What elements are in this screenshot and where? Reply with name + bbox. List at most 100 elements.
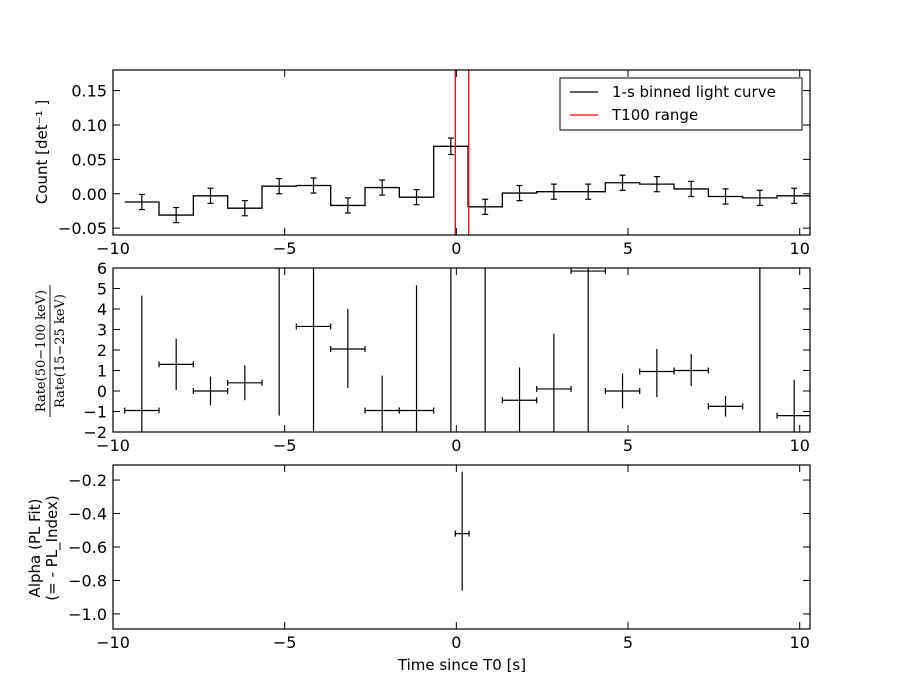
light-curve-point — [688, 180, 695, 198]
hardness-ratio-point — [536, 333, 572, 432]
photon-index-plot-area — [454, 471, 470, 591]
light-curve-point — [276, 178, 283, 195]
hardness-ratio-point — [295, 268, 332, 432]
hardness-ratio-plot-area — [124, 268, 810, 432]
light-curve-point — [722, 188, 729, 205]
hardness-ratio-ylabel-numerator: Rate(50−100 keV) — [34, 290, 49, 412]
photon-index-ytick-label: −0.2 — [68, 471, 107, 490]
light-curve-ytick-label: 0.15 — [71, 82, 107, 101]
hardness-ratio-point — [639, 348, 675, 398]
light-curve-ytick-label: 0.00 — [71, 185, 107, 204]
photon-index-marks — [454, 471, 470, 591]
photon-index-ytick-label: −0.6 — [68, 538, 107, 557]
hardness-ratio-ytick-label: −2 — [83, 423, 107, 442]
light-curve-point — [241, 200, 248, 217]
light-curve-ticks: −10 −5 0 5 10 −0.05 0.00 0.05 0.10 0.15 — [58, 70, 810, 258]
hardness-ratio-xtick-label: 0 — [451, 436, 461, 455]
hardness-ratio-marks — [124, 268, 810, 432]
photon-index-ticks: −10 −5 0 5 10 −1.0 −0.8 −0.6 −0.4 −0.2 — [68, 465, 810, 652]
light-curve-point — [619, 174, 626, 191]
light-curve-ytick-label: 0.05 — [71, 150, 107, 169]
light-curve-xtick-label: 5 — [623, 239, 633, 258]
photon-index-ylabel-line2: (= - PL_Index) — [43, 495, 62, 600]
legend-label-t100: T100 range — [611, 106, 698, 124]
photon-index-ytick-label: −0.8 — [68, 571, 107, 590]
light-curve-point — [653, 175, 660, 193]
hardness-ratio-ytick-label: 3 — [97, 321, 107, 340]
hardness-ratio-ytick-label: 4 — [97, 300, 107, 319]
light-curve-frame — [112, 69, 811, 236]
light-curve-point — [516, 184, 523, 202]
hardness-ratio-ylabel-denominator: Rate(15−25 keV) — [53, 294, 68, 408]
light-curve-xtick-label: 10 — [790, 239, 810, 258]
photon-index-xtick-label: 5 — [623, 633, 633, 652]
photon-index-ylabel: Alpha (PL Fit) (= - PL_Index) — [26, 495, 62, 600]
light-curve-step-line — [124, 145, 810, 216]
hardness-ratio-ytick-label: −1 — [83, 403, 107, 422]
light-curve-point — [310, 177, 317, 194]
legend-label-light-curve: 1-s binned light curve — [612, 83, 776, 101]
legend: 1-s binned light curve T100 range — [559, 77, 803, 131]
hardness-ratio-ytick-label: 1 — [97, 362, 107, 381]
photon-index-xtick-label: −10 — [96, 633, 130, 652]
hardness-ratio-ytick-label: 6 — [97, 259, 107, 278]
hardness-ratio-xtick-label: −10 — [96, 436, 130, 455]
hardness-ratio-point — [707, 396, 744, 417]
hardness-ratio-point — [398, 285, 435, 432]
light-curve-point — [379, 179, 386, 196]
hardness-ratio-point — [364, 375, 400, 432]
hardness-ratio-point — [158, 338, 194, 390]
light-curve-plot-area — [124, 70, 810, 235]
hardness-ratio-point — [776, 379, 810, 432]
light-curve-point — [207, 187, 214, 204]
light-curve-point — [550, 183, 557, 200]
light-curve-point — [138, 193, 145, 211]
hardness-ratio-point — [673, 354, 709, 386]
light-curve-xtick-label: −5 — [273, 239, 297, 258]
hardness-ratio-point — [124, 295, 160, 432]
hardness-ratio-point — [604, 373, 641, 409]
legend-box — [559, 77, 803, 131]
x-axis-label: Time since T0 [s] — [397, 656, 526, 674]
light-curve-point — [344, 197, 351, 214]
photon-index-frame — [112, 464, 811, 630]
light-curve-ytick-label: −0.05 — [58, 219, 107, 238]
photon-index-xtick-label: −5 — [273, 633, 297, 652]
hardness-ratio-point — [192, 376, 229, 406]
light-curve-point — [482, 198, 489, 215]
light-curve-xtick-label: 0 — [451, 239, 461, 258]
light-curve-panel: −10 −5 0 5 10 −0.05 0.00 0.05 0.10 0.15 Count [de… — [33, 69, 811, 258]
hardness-ratio-ylabel: Rate(50−100 keV) Rate(15−25 keV) — [34, 285, 68, 417]
photon-index-point — [454, 471, 470, 591]
photon-index-ylabel-line1: Alpha (PL Fit) — [26, 499, 44, 598]
light-curve-point — [173, 206, 180, 224]
light-curve-marks — [124, 70, 810, 235]
photon-index-xtick-label: 0 — [451, 633, 461, 652]
light-curve-xtick-label: −10 — [96, 239, 130, 258]
photon-index-ytick-label: −0.4 — [68, 505, 107, 524]
hardness-ratio-xtick-label: 5 — [623, 436, 633, 455]
hardness-ratio-ytick-label: 5 — [97, 280, 107, 299]
light-curve-point — [756, 189, 763, 207]
hardness-ratio-ytick-label: 2 — [97, 341, 107, 360]
photon-index-panel: −10 −5 0 5 10 −1.0 −0.8 −0.6 −0.4 −0.2 Alpha (PL … — [26, 464, 811, 674]
hardness-ratio-ytick-label: 0 — [97, 382, 107, 401]
hardness-ratio-frame — [112, 267, 811, 433]
hardness-ratio-point — [227, 365, 263, 401]
light-curve-point — [791, 187, 798, 204]
light-curve-ylabel: Count [det⁻¹ ] — [33, 100, 51, 204]
light-curve-ytick-label: 0.10 — [71, 116, 107, 135]
light-curve-point — [447, 137, 454, 156]
photon-index-ytick-label: −1.0 — [68, 605, 107, 624]
hardness-ratio-xtick-label: 10 — [790, 436, 810, 455]
photon-index-xtick-label: 10 — [790, 633, 810, 652]
hardness-ratio-xtick-label: −5 — [273, 436, 297, 455]
hardness-ratio-point — [330, 309, 366, 388]
hardness-ratio-point — [501, 367, 538, 432]
light-curve-point — [413, 189, 420, 206]
light-curve-point — [585, 183, 592, 200]
hardness-ratio-point — [570, 268, 606, 432]
